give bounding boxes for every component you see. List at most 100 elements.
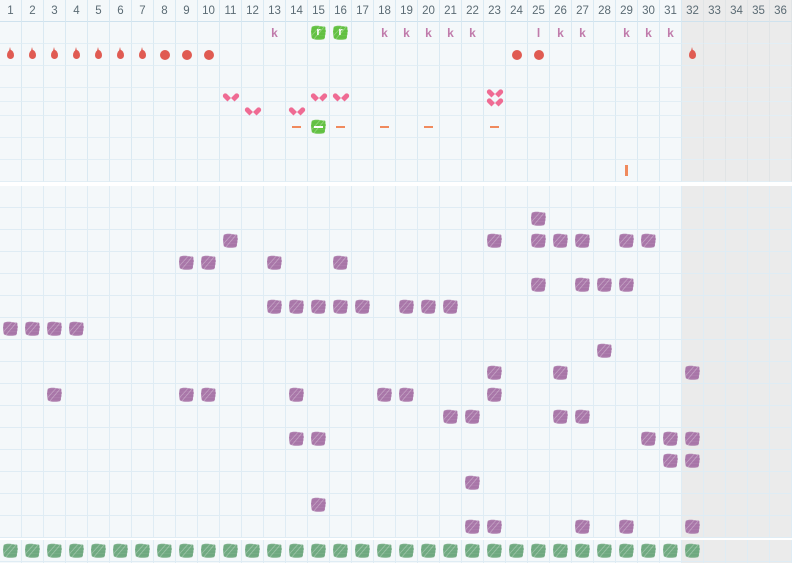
grid-cell[interactable] [0,116,22,138]
grid-cell[interactable] [220,22,242,44]
scribble-blob[interactable] [595,275,614,294]
scribble-blob[interactable] [199,253,218,272]
scribble-blob[interactable] [661,541,680,560]
grid-cell[interactable] [440,428,462,450]
grid-cell[interactable] [660,186,682,208]
blood-drop-icon[interactable] [159,49,170,60]
grid-cell[interactable] [572,138,594,160]
grid-cell[interactable] [638,252,660,274]
grid-cell[interactable] [330,44,352,66]
column-header-6[interactable]: 6 [110,0,132,22]
grid-cell[interactable] [572,384,594,406]
grid-cell[interactable] [220,44,242,66]
grid-cell[interactable] [44,66,66,88]
grid-cell[interactable] [88,208,110,230]
heart-icon[interactable] [292,104,302,113]
grid-cell[interactable] [704,186,726,208]
grid-cell[interactable] [704,494,726,516]
scribble-blob[interactable] [331,541,350,560]
grid-cell[interactable] [704,340,726,362]
scribble-blob[interactable] [485,231,504,250]
grid-cell[interactable] [242,160,264,182]
grid-cell[interactable] [286,274,308,296]
column-header-21[interactable]: 21 [440,0,462,22]
grid-cell[interactable] [110,472,132,494]
grid-cell[interactable] [330,362,352,384]
grid-cell[interactable] [594,516,616,538]
grid-cell[interactable] [418,208,440,230]
cell-bottom-row-1-col28[interactable] [594,540,616,562]
grid-cell[interactable] [220,160,242,182]
grid-cell[interactable] [440,88,462,102]
grid-cell[interactable] [66,102,88,116]
grid-cell[interactable] [198,340,220,362]
grid-cell[interactable] [638,494,660,516]
grid-cell[interactable] [220,66,242,88]
grid-cell[interactable] [418,362,440,384]
grid-cell[interactable] [352,186,374,208]
grid-cell[interactable] [484,186,506,208]
grid-cell[interactable] [0,230,22,252]
grid-cell[interactable] [198,494,220,516]
grid-cell[interactable] [88,428,110,450]
grid-cell[interactable] [682,88,704,102]
blood-drop-icon[interactable] [73,47,80,59]
grid-cell[interactable] [132,88,154,102]
cell-letter-row-col25[interactable]: l [528,22,550,44]
column-header-18[interactable]: 18 [374,0,396,22]
cell-bleeding-row-col1[interactable] [0,44,22,66]
grid-cell[interactable] [176,516,198,538]
grid-cell[interactable] [418,102,440,116]
grid-cell[interactable] [66,494,88,516]
grid-cell[interactable] [462,274,484,296]
scribble-blob[interactable] [375,385,394,404]
grid-cell[interactable] [220,450,242,472]
cell-letter-row-col26[interactable]: k [550,22,572,44]
grid-cell[interactable] [770,138,792,160]
grid-cell[interactable] [616,428,638,450]
grid-cell[interactable] [374,318,396,340]
grid-cell[interactable] [506,428,528,450]
grid-cell[interactable] [44,230,66,252]
grid-cell[interactable] [462,160,484,182]
grid-cell[interactable] [660,340,682,362]
grid-cell[interactable] [506,88,528,102]
grid-cell[interactable] [704,296,726,318]
grid-cell[interactable] [0,138,22,160]
grid-cell[interactable] [748,362,770,384]
grid-cell[interactable] [198,138,220,160]
grid-cell[interactable] [88,516,110,538]
scribble-blob[interactable] [683,451,702,470]
grid-cell[interactable] [88,88,110,102]
grid-cell[interactable] [726,494,748,516]
cell-intimacy-row-upper-col15[interactable] [308,88,330,102]
scribble-blob[interactable] [573,275,592,294]
grid-cell[interactable] [44,274,66,296]
blood-drop-icon[interactable] [29,47,36,59]
grid-cell[interactable] [0,472,22,494]
grid-cell[interactable] [550,274,572,296]
scribble-blob[interactable] [397,297,416,316]
grid-cell[interactable] [726,540,748,562]
grid-cell[interactable] [242,274,264,296]
grid-cell[interactable] [418,44,440,66]
grid-cell[interactable] [418,340,440,362]
grid-cell[interactable] [286,494,308,516]
grid-cell[interactable] [440,340,462,362]
grid-cell[interactable] [748,450,770,472]
grid-cell[interactable] [528,116,550,138]
grid-cell[interactable] [506,186,528,208]
grid-cell[interactable] [748,160,770,182]
grid-cell[interactable] [154,274,176,296]
grid-cell[interactable] [770,160,792,182]
scribble-blob[interactable] [683,541,702,560]
cell-main-row-11-col26[interactable] [550,406,572,428]
grid-cell[interactable] [770,186,792,208]
cell-bottom-row-1-col22[interactable] [462,540,484,562]
grid-cell[interactable] [374,362,396,384]
grid-cell[interactable] [660,494,682,516]
cell-main-row-12-col14[interactable] [286,428,308,450]
grid-cell[interactable] [748,318,770,340]
cell-bleeding-row-col9[interactable] [176,44,198,66]
cell-bottom-row-1-col14[interactable] [286,540,308,562]
